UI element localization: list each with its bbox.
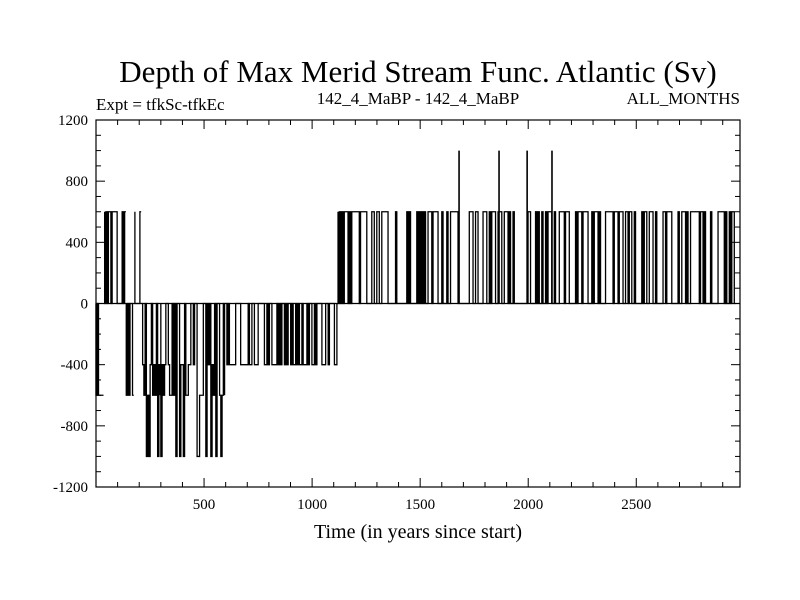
y-tick-label: 800	[66, 174, 89, 190]
data-segment	[141, 302, 161, 458]
x-tick-label: 500	[193, 497, 216, 513]
x-tick-label: 1000	[297, 497, 327, 513]
y-tick-label: -800	[61, 419, 89, 435]
y-tick-label: 1200	[58, 113, 88, 129]
experiment-label: Expt = tfkSc-tfkEc	[96, 95, 225, 114]
y-tick-label: -1200	[53, 480, 88, 496]
x-axis-label: Time (in years since start)	[314, 521, 522, 543]
x-tick-label: 2000	[513, 497, 543, 513]
months-label: ALL_MONTHS	[627, 89, 740, 108]
chart-title: Depth of Max Merid Stream Func. Atlantic…	[119, 54, 717, 89]
data-segment	[337, 211, 736, 305]
y-tick-label: 400	[66, 235, 89, 251]
x-tick-label: 1500	[405, 497, 435, 513]
x-tick-label: 2500	[621, 497, 651, 513]
plot-area: -1200 -800 -400 0 400 800 1200 500 1000 1500 2000 2…	[53, 113, 741, 513]
data-segment	[225, 302, 338, 366]
y-tick-label: -400	[61, 358, 89, 374]
axis-layer: -1200 -800 -400 0 400 800 1200 500 1000 1500 2000 2…	[53, 113, 741, 513]
y-tick-label: 0	[81, 297, 89, 313]
experiment-comparison: 142_4_MaBP - 142_4_MaBP	[317, 89, 519, 108]
data-segment	[134, 211, 142, 305]
data-segment	[160, 302, 226, 458]
data-segment	[125, 302, 134, 396]
data-segment	[103, 211, 126, 305]
